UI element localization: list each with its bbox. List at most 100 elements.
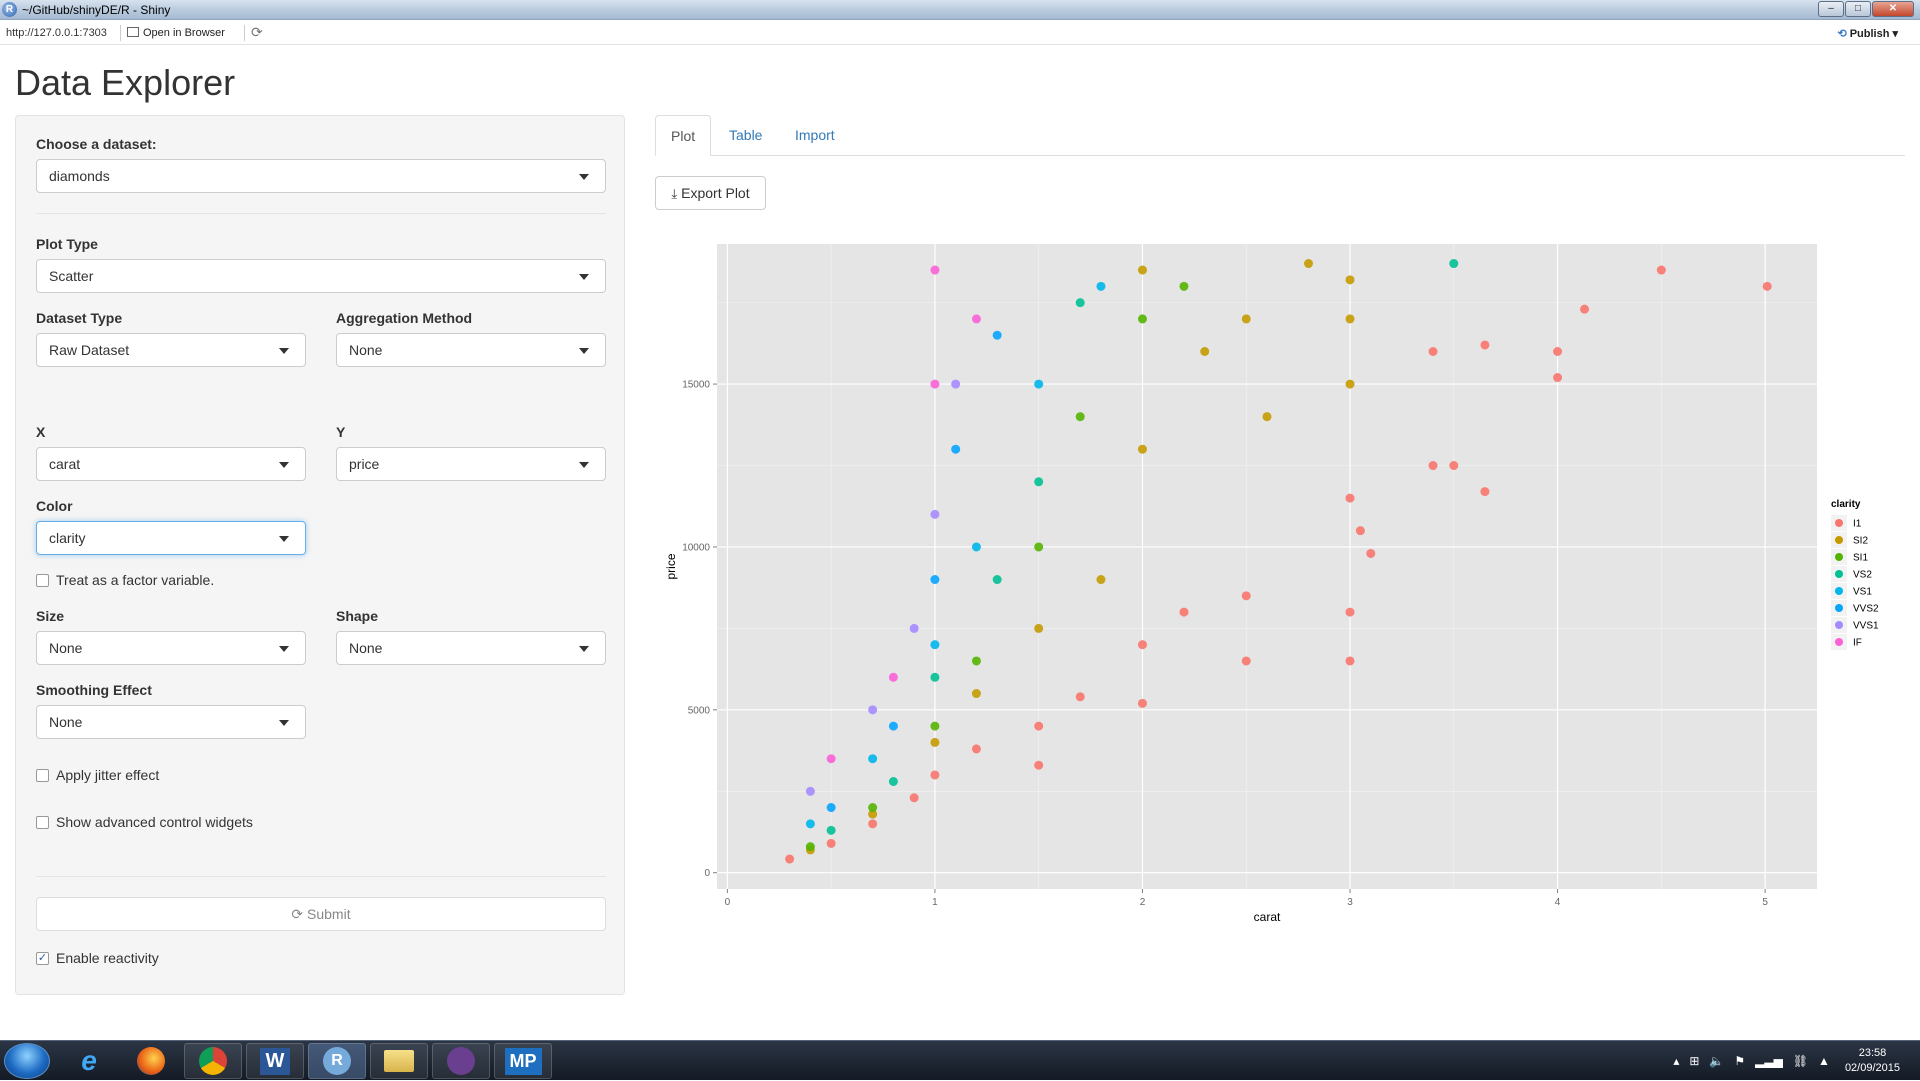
firefox-icon[interactable] <box>122 1043 180 1079</box>
data-point <box>1179 281 1189 291</box>
divider <box>36 213 606 214</box>
color-select[interactable]: clarity <box>36 521 306 555</box>
aggregation-value: None <box>349 342 383 358</box>
x-select[interactable]: carat <box>36 447 306 481</box>
smoothing-select[interactable]: None <box>36 705 306 739</box>
advanced-checkbox[interactable] <box>36 815 49 829</box>
jitter-checkbox-row[interactable]: Apply jitter effect <box>36 767 159 783</box>
data-point <box>1656 265 1666 275</box>
smoothing-value: None <box>49 714 83 730</box>
word-icon[interactable]: W <box>246 1043 304 1079</box>
tab-table[interactable]: Table <box>729 127 763 143</box>
ie-icon[interactable]: e <box>81 1045 97 1076</box>
size-label: Size <box>36 608 65 624</box>
action-center-icon[interactable]: ⚑ <box>1734 1054 1746 1068</box>
github-icon[interactable] <box>432 1043 490 1079</box>
publish-button[interactable]: ⟲ Publish ▾ <box>1837 28 1898 40</box>
rstudio-icon[interactable]: R <box>308 1043 366 1079</box>
data-point <box>1075 692 1085 702</box>
data-point <box>971 656 981 666</box>
minimize-button[interactable]: – <box>1818 1 1844 17</box>
data-point <box>1034 623 1044 633</box>
advanced-checkbox-label: Show advanced control widgets <box>56 814 253 830</box>
caret-down-icon <box>279 462 289 468</box>
folder-icon[interactable] <box>370 1043 428 1079</box>
refresh-icon: ⟳ <box>291 906 304 922</box>
chrome-icon[interactable] <box>184 1043 242 1079</box>
data-point <box>971 744 981 754</box>
aggregation-select[interactable]: None <box>336 333 606 367</box>
data-point <box>868 809 878 819</box>
dataset-type-select[interactable]: Raw Dataset <box>36 333 306 367</box>
start-button[interactable] <box>4 1043 50 1079</box>
legend-swatch <box>1835 587 1843 595</box>
submit-button[interactable]: ⟳ Submit <box>36 897 606 931</box>
data-point <box>909 793 919 803</box>
data-point <box>909 623 919 633</box>
factor-checkbox[interactable] <box>36 573 49 587</box>
size-select[interactable]: None <box>36 631 306 665</box>
data-point <box>1075 412 1085 422</box>
y-select[interactable]: price <box>336 447 606 481</box>
data-point <box>992 575 1002 585</box>
reactivity-checkbox-row[interactable]: ✓ Enable reactivity <box>36 950 159 966</box>
taskbar: e W R MP ▴ ⊞ 🔈 ⚑ ▂▃▅ ⛓ ▲ 23:58 02/09/201… <box>0 1040 1920 1080</box>
data-point <box>930 770 940 780</box>
tab-plot[interactable]: Plot <box>655 115 712 156</box>
show-hidden-icons-icon[interactable]: ▴ <box>1673 1054 1680 1068</box>
data-point <box>930 575 940 585</box>
x-tick-label: 0 <box>725 897 731 908</box>
refresh-icon[interactable]: ⟳ <box>251 24 263 40</box>
x-tick-label: 2 <box>1140 897 1146 908</box>
plot-type-value: Scatter <box>49 268 94 284</box>
jitter-checkbox[interactable] <box>36 768 49 782</box>
publish-label: Publish <box>1849 28 1890 40</box>
factor-checkbox-row[interactable]: Treat as a factor variable. <box>36 572 214 588</box>
legend-swatch <box>1835 519 1843 527</box>
publish-icon: ⟲ <box>1837 28 1847 40</box>
color-label: Color <box>36 498 73 514</box>
tab-import[interactable]: Import <box>795 127 835 143</box>
y-axis-title: price <box>664 553 678 579</box>
advanced-checkbox-row[interactable]: Show advanced control widgets <box>36 814 253 830</box>
open-in-browser-button[interactable]: Open in Browser <box>127 27 225 39</box>
url-text[interactable]: http://127.0.0.1:7303 <box>6 27 107 39</box>
y-label: Y <box>336 424 346 440</box>
signal-icon[interactable]: ▂▃▅ <box>1755 1054 1783 1068</box>
google-drive-icon[interactable]: ▲ <box>1818 1054 1830 1068</box>
data-point <box>930 265 940 275</box>
close-button[interactable]: ✕ <box>1872 1 1914 17</box>
x-tick-label: 4 <box>1555 897 1561 908</box>
color-value: clarity <box>49 530 86 546</box>
network-icon[interactable]: ⛓ <box>1792 1054 1809 1068</box>
export-plot-button[interactable]: ⤓ Export Plot <box>655 176 766 210</box>
data-point <box>1449 461 1459 471</box>
caret-down-icon <box>279 348 289 354</box>
legend-label: VS2 <box>1853 570 1872 581</box>
data-point <box>930 379 940 389</box>
data-point <box>971 542 981 552</box>
data-point <box>1345 493 1355 503</box>
volume-icon[interactable]: 🔈 <box>1709 1054 1725 1068</box>
data-point <box>1241 591 1251 601</box>
data-point <box>1355 526 1365 536</box>
windows-flag-icon[interactable]: ⊞ <box>1689 1054 1700 1068</box>
divider <box>36 876 606 877</box>
caret-down-icon <box>579 274 589 280</box>
export-plot-label: Export Plot <box>681 185 750 201</box>
maximize-button[interactable]: □ <box>1845 1 1871 17</box>
plot-type-select[interactable]: Scatter <box>36 259 606 293</box>
address-bar: http://127.0.0.1:7303 Open in Browser ⟳ … <box>0 21 1920 45</box>
data-point <box>1553 347 1563 356</box>
dataset-select[interactable]: diamonds <box>36 159 606 193</box>
scatter-plot: 0 1 2 3 4 5 0 5000 10000 15000 carat price clarity I1… <box>664 244 1879 924</box>
data-point <box>868 803 878 813</box>
clock[interactable]: 23:58 02/09/2015 <box>1845 1046 1900 1076</box>
shape-select[interactable]: None <box>336 631 606 665</box>
reactivity-checkbox[interactable]: ✓ <box>36 951 49 965</box>
y-tick-label: 10000 <box>682 542 710 553</box>
data-point <box>1449 259 1459 269</box>
mp-app-icon[interactable]: MP <box>494 1043 552 1079</box>
r-logo-icon: R <box>2 2 17 17</box>
data-point <box>1200 347 1210 356</box>
